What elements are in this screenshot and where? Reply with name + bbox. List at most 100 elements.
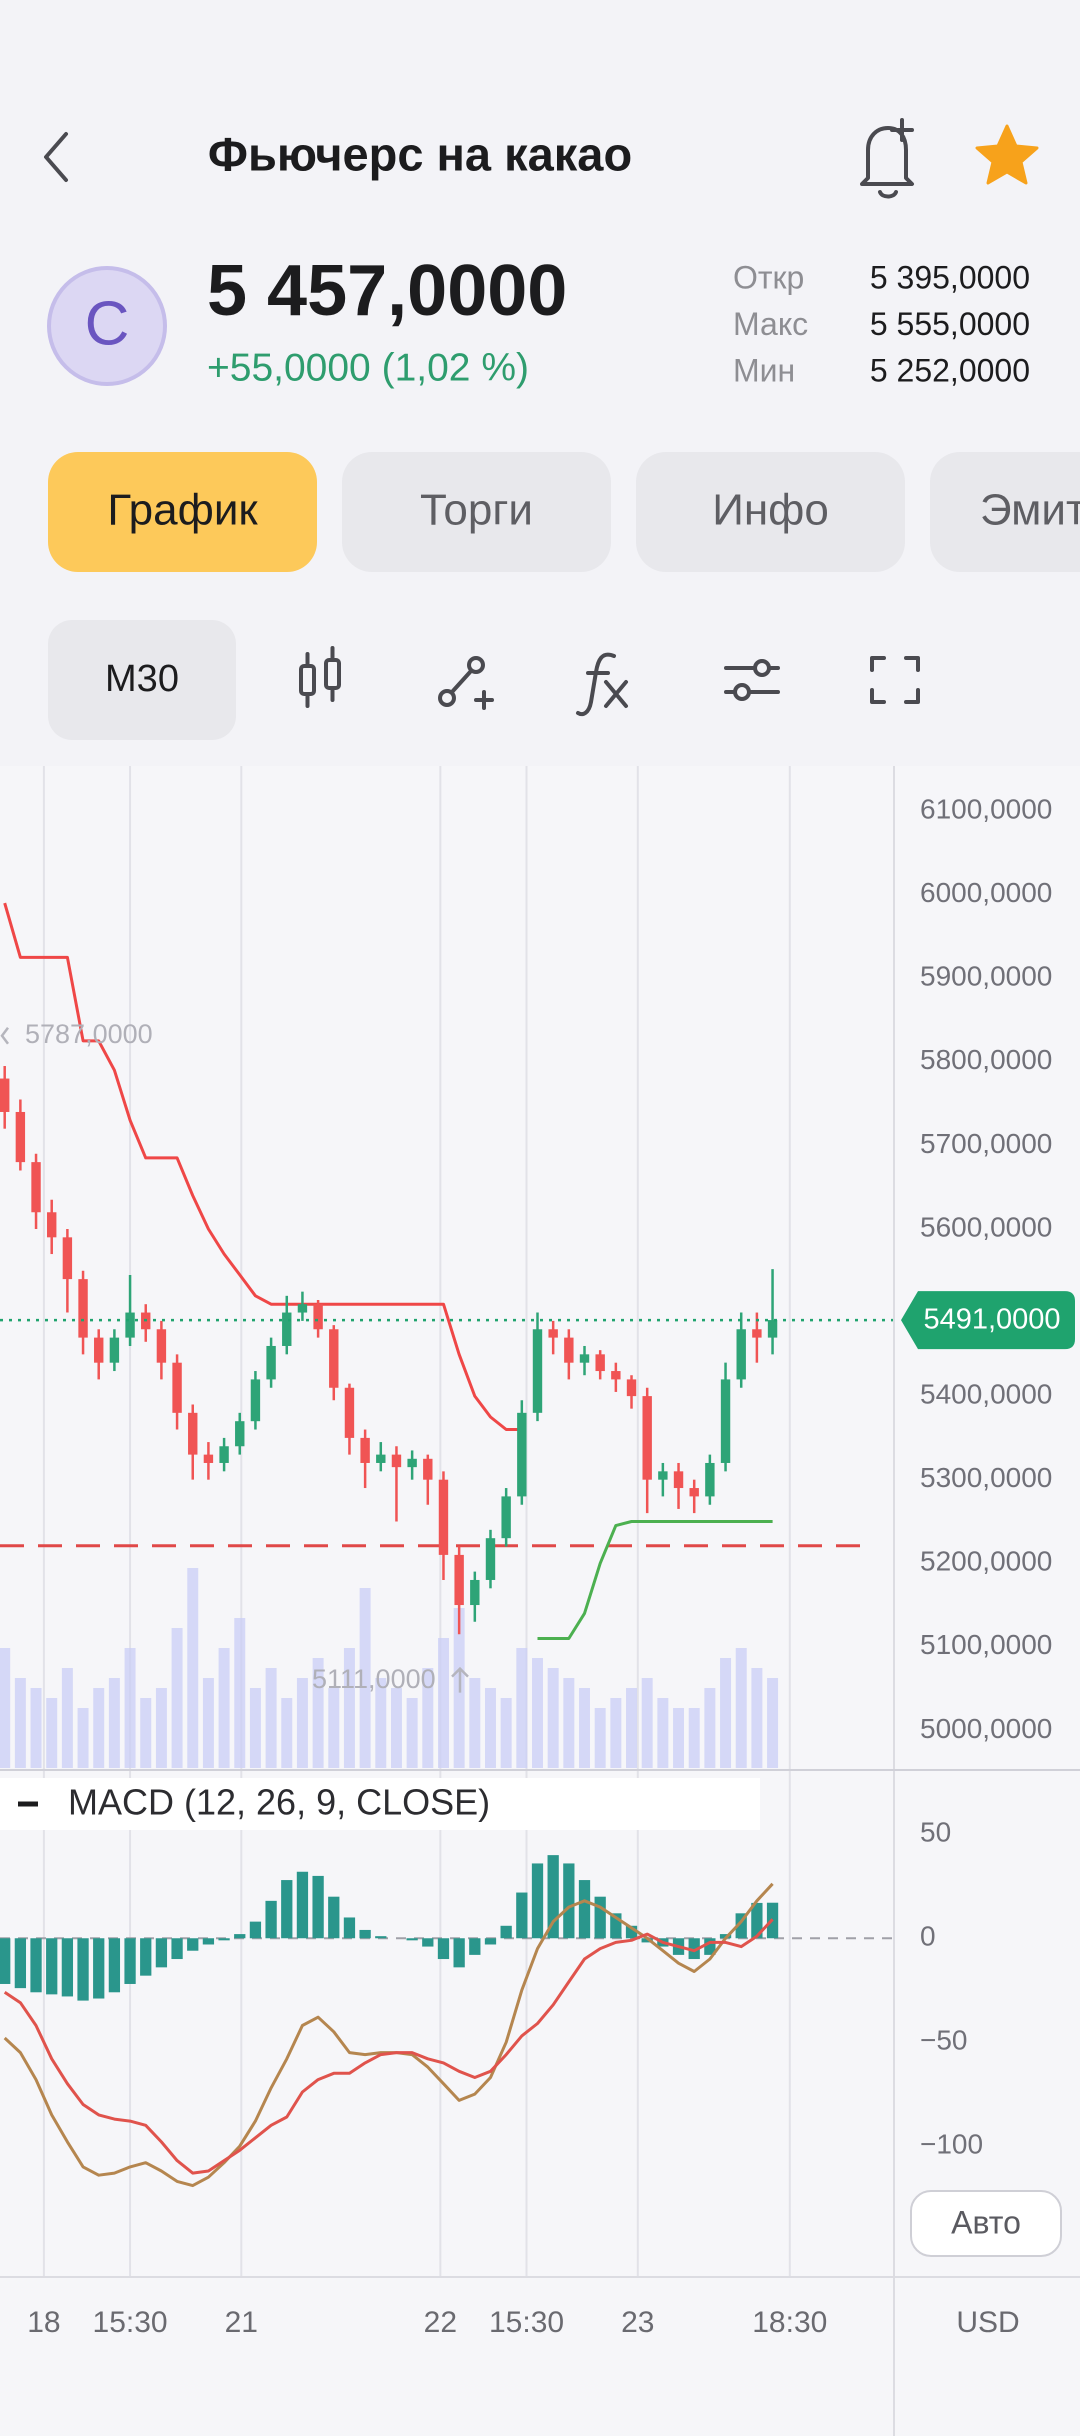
histogram-bar — [296, 1871, 309, 1939]
annotation-icon — [0, 1026, 9, 1045]
tab[interactable] — [636, 452, 905, 572]
tab-label: Эмит — [980, 486, 1080, 535]
candle-body — [31, 1162, 41, 1213]
candle-body — [235, 1421, 245, 1447]
histogram-bar — [108, 1938, 121, 1993]
stat-value: 5 555,0000 — [870, 306, 1030, 342]
volume-bar — [720, 1658, 732, 1768]
y-tick-label: 5700,0000 — [920, 1128, 1052, 1159]
candle-body — [78, 1279, 88, 1338]
auto-scale-button[interactable] — [910, 2190, 1062, 2257]
candle-body — [532, 1329, 543, 1413]
y-tick-label: 50 — [920, 1817, 951, 1848]
y-tick-label: 0 — [920, 1921, 936, 1952]
volume-bar — [155, 1688, 167, 1768]
x-tick-label: 18 — [27, 2306, 60, 2339]
candle-body — [642, 1396, 652, 1480]
back-button[interactable] — [44, 132, 68, 182]
candle-body — [736, 1329, 746, 1380]
volume-bar — [202, 1678, 214, 1768]
x-tick-label: 23 — [621, 2306, 654, 2339]
stat-label: Откр — [733, 259, 804, 295]
favorite-star[interactable] — [975, 124, 1039, 185]
y-tick-label: 5900,0000 — [920, 961, 1052, 992]
histogram-bar — [93, 1938, 105, 1999]
histogram-bar — [0, 1938, 11, 1984]
volume-bar — [390, 1688, 402, 1768]
fullscreen-button[interactable] — [870, 656, 920, 704]
histogram-bar — [484, 1938, 497, 1945]
price-change: +55,0000 (1,02 %) — [207, 346, 529, 389]
chart-type-button[interactable] — [299, 646, 341, 708]
y-tick-label: 5200,0000 — [920, 1546, 1052, 1577]
candle-body — [266, 1345, 276, 1380]
settings-button[interactable] — [724, 659, 780, 701]
candle-body — [188, 1412, 198, 1455]
histogram-bar — [422, 1938, 434, 1947]
volume-bar — [485, 1688, 496, 1768]
candle-body — [501, 1496, 511, 1539]
histogram-bar — [610, 1913, 622, 1939]
currency-label: USD — [956, 2306, 1019, 2339]
x-tick-label: 15:30 — [489, 2306, 564, 2339]
volume-bar — [751, 1668, 763, 1768]
candle-body — [376, 1454, 386, 1463]
histogram-bar — [187, 1938, 199, 1951]
volume-bar — [312, 1658, 324, 1768]
tab[interactable] — [342, 452, 611, 572]
candle-body — [548, 1329, 558, 1338]
candle-body — [297, 1304, 308, 1313]
volume-bar — [140, 1698, 152, 1768]
histogram-bar — [281, 1880, 293, 1939]
volume-bar — [61, 1668, 73, 1768]
y-tick-label: 5600,0000 — [920, 1211, 1052, 1242]
tab[interactable] — [930, 452, 1080, 572]
candle-body — [62, 1237, 73, 1280]
volume-bar — [93, 1688, 105, 1768]
candle-body — [47, 1212, 57, 1238]
annotation-icon — [451, 1666, 469, 1693]
volume-bar — [437, 1638, 449, 1768]
tab-label: Торги — [420, 486, 533, 535]
interval-button[interactable] — [48, 620, 236, 740]
y-tick-label: 5100,0000 — [920, 1629, 1052, 1660]
histogram-bar — [453, 1938, 465, 1968]
alert-button[interactable] — [860, 118, 914, 199]
histogram-bar — [735, 1913, 747, 1939]
candle-body — [360, 1437, 370, 1463]
y-tick-label: 6100,0000 — [920, 794, 1052, 825]
candle-body — [329, 1329, 339, 1388]
histogram-bar — [202, 1938, 215, 1945]
candle-body — [720, 1379, 731, 1463]
candle-body — [626, 1379, 637, 1397]
volume-bar — [124, 1648, 136, 1768]
volume-bar — [171, 1628, 183, 1768]
x-tick-label: 21 — [225, 2306, 258, 2339]
candle-body — [109, 1337, 120, 1363]
histogram-bar — [155, 1938, 168, 1968]
drawing-button[interactable] — [438, 656, 494, 710]
histogram-bar — [61, 1938, 74, 1997]
tab[interactable] — [48, 452, 317, 572]
candle-body — [250, 1379, 261, 1422]
candle-body — [391, 1454, 402, 1468]
indicators-button[interactable] — [576, 652, 628, 717]
candle-body — [485, 1538, 496, 1580]
y-tick-label: 6000,0000 — [920, 877, 1052, 908]
x-tick-label: 15:30 — [93, 2306, 168, 2339]
volume-bar — [469, 1678, 481, 1768]
page-title: Фьючерс на какао — [208, 127, 632, 180]
volume-bar — [249, 1688, 261, 1768]
histogram-bar — [641, 1938, 653, 1943]
auto-scale-label: Авто — [951, 2204, 1021, 2240]
candle-body — [689, 1488, 699, 1497]
volume-bar — [281, 1698, 293, 1768]
histogram-bar — [704, 1938, 716, 1955]
macd-line — [3, 1918, 774, 2175]
tabs: График Торги Инфо Эмит — [48, 452, 1080, 572]
tab-label: Инфо — [712, 486, 829, 535]
y-tick-label: −100 — [920, 2128, 983, 2159]
histogram-bar — [406, 1938, 418, 1941]
histogram-bar — [751, 1902, 763, 1939]
